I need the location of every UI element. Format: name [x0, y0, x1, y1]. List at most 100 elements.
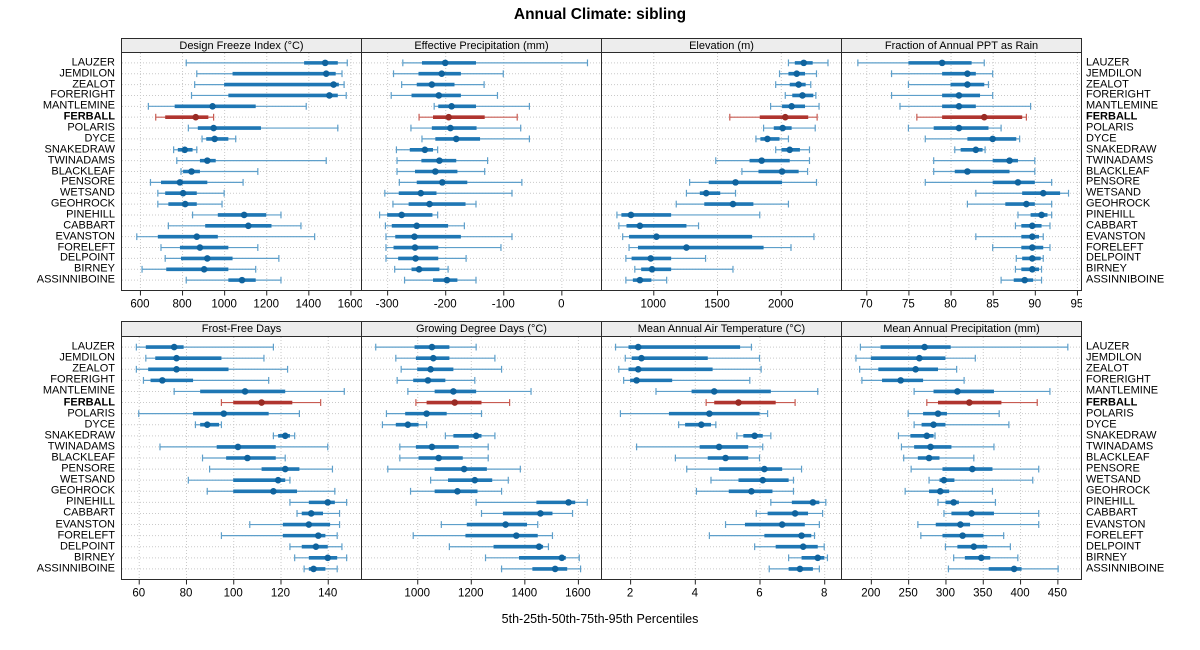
percentile-row-pensore	[387, 465, 521, 473]
percentile-row-blackleaf	[903, 454, 975, 462]
percentile-row-snakedraw	[736, 432, 772, 440]
x-tick-label: 4	[692, 588, 699, 600]
x-axis-effective-precipitation-mm: -300 -200 -100 0	[376, 291, 565, 311]
percentile-row-foreright	[784, 92, 817, 99]
x-tick-label: 1400	[512, 588, 538, 600]
percentile-row-assinniboine	[1000, 276, 1043, 284]
percentile-row-assinniboine	[625, 276, 668, 284]
percentile-row-evanston	[917, 521, 1040, 528]
row-label-left-evanston: EVANSTON	[55, 518, 116, 531]
percentile-row-evanston	[440, 521, 539, 528]
percentile-row-wetsand	[975, 189, 1070, 197]
x-tick-label: 2	[627, 588, 633, 600]
row-label-left-twinadams: TWINADAMS	[47, 440, 115, 453]
percentile-row-foreleft	[412, 532, 554, 540]
percentile-row-foreright	[890, 92, 994, 99]
x-tick-label: 120	[271, 588, 290, 600]
row-label-right-mantlemine: MANTLEMINE	[1086, 99, 1159, 112]
percentile-row-zealot	[194, 81, 345, 88]
percentile-row-snakedraw	[173, 146, 198, 154]
row-label-left-polaris: POLARIS	[67, 121, 115, 134]
row-label-left-foreleft: FORELEFT	[57, 529, 115, 542]
percentile-row-evanston	[385, 233, 513, 241]
x-tick-label: 1200	[458, 588, 484, 600]
percentile-row-evanston	[724, 521, 820, 528]
row-label-right-lauzer: LAUZER	[1086, 56, 1130, 69]
panel-header-fraction-of-annual-ppt-as-rain: Fraction of Annual PPT as Rain	[841, 38, 1082, 52]
percentile-row-assinniboine	[500, 565, 582, 573]
percentile-row-zealot	[135, 365, 289, 373]
percentile-row-zealot	[859, 365, 958, 373]
percentile-row-geohrock	[966, 200, 1053, 208]
row-label-left-ferball: FERBALL	[63, 110, 115, 123]
percentile-row-twinadams	[399, 443, 489, 451]
row-label-left-blackleaf: BLACKLEAF	[51, 451, 115, 464]
row-label-right-twinadams: TWINADAMS	[1086, 154, 1154, 167]
row-label-left-pinehill: PINEHILL	[66, 495, 115, 508]
percentile-row-pensore	[910, 465, 1040, 473]
row-label-right-evanston: EVANSTON	[1086, 518, 1146, 531]
row-label-right-lauzer: LAUZER	[1086, 340, 1130, 353]
percentile-row-zealot	[401, 81, 485, 88]
percentile-row-pensore	[149, 178, 244, 186]
percentile-row-foreright	[142, 376, 270, 384]
percentile-row-cabbart	[480, 510, 574, 517]
percentile-row-pensore	[686, 465, 803, 473]
row-label-right-dyce: DYCE	[1086, 418, 1117, 431]
percentile-row-assinniboine	[303, 565, 338, 573]
row-label-right-twinadams: TWINADAMS	[1086, 440, 1154, 453]
row-label-right-birney: BIRNEY	[1086, 262, 1127, 275]
percentile-row-dyce	[201, 135, 237, 143]
percentile-row-foreleft	[160, 244, 259, 251]
panel-growing-degree-days-c	[361, 336, 602, 580]
row-label-left-blackleaf: BLACKLEAF	[51, 165, 115, 177]
percentile-row-foreright	[396, 376, 476, 384]
percentile-row-blackleaf	[741, 168, 809, 175]
x-axis-elevation-m: 1000 1500 2000	[640, 291, 794, 311]
percentile-row-ferball	[220, 399, 322, 406]
percentile-row-zealot	[775, 81, 812, 88]
percentile-row-polaris	[385, 410, 483, 418]
panel-header-elevation-m: Elevation (m)	[601, 38, 842, 52]
percentile-row-jemdilon	[395, 354, 496, 362]
row-label-right-jemdilon: JEMDILON	[1086, 351, 1142, 364]
row-label-left-pensore: PENSORE	[61, 462, 115, 475]
x-tick-label: 8	[821, 588, 827, 600]
panel-elevation-m	[601, 52, 842, 291]
row-label-left-mantlemine: MANTLEMINE	[42, 384, 115, 397]
percentile-row-assinniboine	[768, 565, 820, 573]
percentile-row-pinehill	[1017, 211, 1053, 219]
percentile-row-dyce	[678, 421, 717, 429]
percentile-row-jemdilon	[196, 70, 343, 78]
percentile-row-lauzer	[402, 59, 589, 67]
percentile-row-delpoint	[944, 543, 1011, 551]
row-label-right-ferball: FERBALL	[1086, 110, 1138, 123]
panel-header-mean-annual-precipitation-mm: Mean Annual Precipitation (mm)	[841, 321, 1082, 336]
percentile-row-polaris	[138, 410, 300, 418]
percentile-row-cabbart	[618, 222, 700, 230]
percentile-row-lauzer	[857, 59, 985, 67]
percentile-row-evanston	[249, 521, 341, 528]
data-rows	[614, 343, 829, 573]
row-label-left-pensore: PENSORE	[61, 175, 115, 188]
row-label-right-foreright: FORERIGHT	[1086, 373, 1151, 386]
percentile-row-cabbart	[1014, 222, 1051, 230]
percentile-row-lauzer	[185, 59, 348, 67]
percentile-row-pinehill	[937, 498, 997, 506]
row-label-right-jemdilon: JEMDILON	[1086, 67, 1142, 80]
percentile-row-foreleft	[992, 244, 1051, 251]
percentile-row-lauzer	[859, 343, 1069, 351]
row-label-left-dyce: DYCE	[84, 132, 115, 145]
percentile-row-dyce	[924, 135, 1021, 143]
percentile-row-ferball	[729, 113, 818, 121]
x-tick-label: 60	[132, 588, 145, 600]
percentile-row-wetsand	[928, 476, 1034, 484]
x-tick-label: 1600	[565, 588, 591, 600]
percentile-row-ferball	[155, 113, 215, 121]
row-label-right-delpoint: DELPOINT	[1086, 540, 1142, 553]
percentile-row-pinehill	[378, 211, 439, 219]
percentile-row-snakedraw	[897, 432, 936, 440]
x-tick-label: 70	[860, 299, 873, 311]
percentile-row-cabbart	[296, 510, 341, 517]
